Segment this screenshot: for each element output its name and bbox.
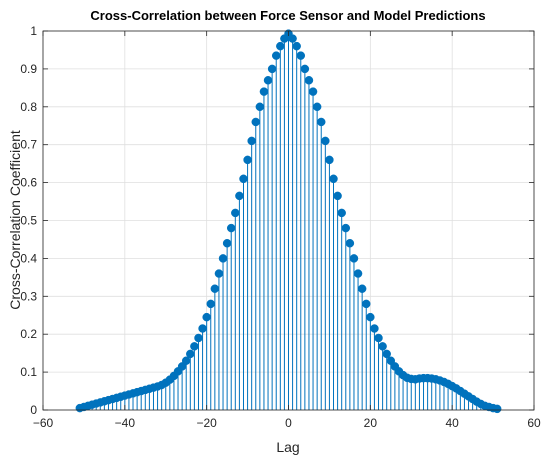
stem-marker (353, 269, 363, 278)
stem-marker (226, 223, 236, 233)
markers (75, 29, 502, 414)
stem-marker (202, 312, 211, 322)
stem-marker (186, 349, 195, 359)
stem-marker (263, 76, 273, 85)
stem-marker (349, 254, 359, 263)
stem-marker (218, 254, 228, 263)
x-tick-label: −40 (115, 416, 136, 430)
stem-marker (382, 349, 391, 359)
y-tick-label: 0.7 (20, 138, 37, 152)
stem-marker (259, 87, 269, 96)
stem-marker (345, 238, 355, 248)
stem-marker (231, 208, 240, 218)
y-tick-label: 0.3 (20, 289, 37, 303)
stem-marker (255, 102, 265, 112)
stem-marker (288, 34, 297, 43)
stem-marker (198, 324, 207, 333)
stem-marker (247, 136, 256, 146)
stem-marker (492, 404, 502, 414)
stem-marker (329, 174, 338, 184)
stem-marker (370, 324, 379, 333)
x-tick-label: 60 (527, 416, 541, 430)
y-tick-label: 1 (30, 24, 37, 38)
y-tick-label: 0.4 (20, 251, 37, 265)
stem-marker (357, 284, 367, 293)
stem-marker (341, 223, 351, 233)
stem-marker (366, 312, 375, 322)
stem-marker (267, 64, 277, 74)
x-tick-label: −60 (33, 416, 54, 430)
stem-marker (194, 333, 203, 343)
stem-marker (239, 174, 248, 184)
stem-marker (333, 191, 342, 201)
x-tick-label: 20 (364, 416, 378, 430)
y-tick-label: 0.2 (20, 327, 37, 341)
y-tick-label: 0.9 (20, 62, 37, 76)
y-ticks: 0 0.1 0.2 0.3 0.4 0.5 0.6 0.7 0.8 0.9 1 (20, 24, 534, 417)
stem-marker (337, 208, 346, 218)
y-tick-label: 0.5 (20, 214, 37, 228)
stem-marker (271, 51, 281, 60)
y-axis-label: Cross-Correlation Coefficient (7, 130, 23, 310)
y-tick-label: 0.8 (20, 100, 37, 114)
stem-marker (296, 51, 306, 60)
stem-marker (251, 117, 261, 127)
stem-marker (276, 41, 285, 51)
stem-marker (181, 356, 191, 365)
stem-marker (321, 136, 330, 146)
stem-marker (312, 102, 322, 112)
chart-title: Cross-Correlation between Force Sensor a… (90, 8, 485, 23)
stem-marker (210, 284, 220, 293)
stem-marker (300, 64, 310, 74)
stems (79, 33, 498, 410)
x-tick-label: −20 (196, 416, 217, 430)
stem-marker (243, 155, 252, 165)
stem-marker (292, 41, 301, 51)
stem-marker (235, 191, 244, 201)
stem-marker (325, 155, 334, 165)
x-axis-label: Lag (276, 439, 299, 455)
stem-marker (316, 117, 326, 127)
y-tick-label: 0.6 (20, 176, 37, 190)
stem-marker (308, 87, 318, 96)
stem-marker (361, 299, 371, 309)
x-tick-label: 40 (445, 416, 459, 430)
stem-marker (374, 333, 383, 343)
stem-marker (206, 299, 216, 309)
y-tick-label: 0 (30, 403, 37, 417)
stem-marker (222, 238, 232, 248)
stem-marker (214, 269, 224, 278)
x-tick-label: 0 (285, 416, 292, 430)
x-ticks: −60 −40 −20 0 20 40 60 (33, 31, 541, 430)
stem-marker (304, 76, 314, 85)
stem-marker (378, 342, 387, 351)
y-tick-label: 0.1 (20, 365, 37, 379)
stem-marker (190, 342, 199, 351)
